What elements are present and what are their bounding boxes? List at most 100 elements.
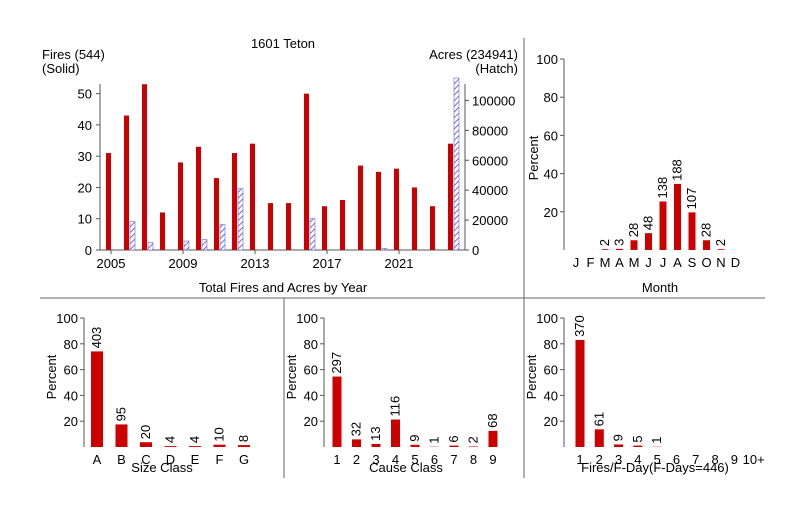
size-bar [91,351,103,447]
cause-y-tick-label: 80 [304,337,318,352]
fday-y-axis-label: Percent [524,354,539,399]
fday-y-tick-label: 100 [536,311,558,326]
fires-axis-label: Fires (544) [42,47,105,62]
acres-bar [219,224,226,251]
month-bar [674,183,681,250]
fday-data-label: 61 [591,412,606,426]
cause-data-label: 116 [388,396,403,417]
cause-data-label: 68 [485,413,500,427]
size-y-tick-label: 100 [56,311,78,326]
cause-bar [410,444,420,447]
cause-category-label: 3 [372,452,379,467]
fires-bar [304,93,309,251]
fires-bar [250,143,255,250]
month-category-label: M [600,255,611,270]
cause-y-tick-label: 20 [304,414,318,429]
month-bar [616,248,623,250]
size-bar [115,424,128,447]
cause-category-label: 2 [353,452,360,467]
size-data-label: 4 [187,436,202,443]
fires-bar [448,143,453,250]
fday-y-tick-label: 40 [544,388,558,403]
size-y-tick-label: 60 [64,363,78,378]
fires-tick-label: 30 [78,149,92,164]
month-category-label: N [716,255,725,270]
fires-bar [394,168,399,250]
fires-bar [232,153,237,250]
fires-bar [358,165,363,250]
cause-y-tick-label: 40 [304,388,318,403]
month-y-tick-label: 60 [544,128,558,143]
solid-legend-label: (Solid) [42,61,80,76]
cause-data-label: 32 [349,422,364,436]
month-data-label: 48 [641,216,656,230]
cause-category-label: 6 [431,452,438,467]
acres-bar [183,240,190,251]
month-data-label: 3 [612,239,627,246]
size-category-label: A [93,452,102,467]
size-data-label: 8 [236,435,251,442]
cause-bar [391,419,400,447]
year-tick-label: 2013 [241,256,270,271]
month-bar [645,233,652,250]
acres-tick-label: 20000 [472,213,508,228]
size-y-axis-label: Percent [44,354,59,399]
fday-bar [614,444,624,447]
fires-bar [142,84,147,250]
size-category-label: D [166,452,175,467]
cause-y-axis-label: Percent [284,354,299,399]
year-tick-label: 2009 [169,256,198,271]
month-category-label: O [701,255,711,270]
month-data-label: 107 [684,188,699,210]
size-bar [238,445,250,447]
fday-category-label: 8 [711,452,718,467]
month-data-label: 2 [713,239,728,246]
fday-bar [575,339,585,447]
fday-category-label: 6 [673,452,680,467]
fday-category-label: 9 [731,452,738,467]
fday-bar [594,429,604,447]
fday-y-tick-label: 80 [544,337,558,352]
fday-data-label: 370 [572,315,587,337]
year-tick-label: 2005 [97,256,126,271]
acres-bar [201,239,208,251]
year-tick-label: 2021 [385,256,414,271]
cause-category-label: 8 [470,452,477,467]
month-category-label: D [731,255,740,270]
month-y-tick-label: 20 [544,205,558,220]
cause-bar [332,376,342,447]
size-bar [140,442,152,447]
chart-marks: 0 10 20 30 40 50 0 20000 40000 60000 80000 100000 20… [56,52,764,467]
fday-category-label: 7 [692,452,699,467]
cause-category-label: 1 [333,452,340,467]
size-category-label: G [239,452,249,467]
cause-data-label: 9 [407,435,422,442]
size-y-tick-label: 80 [64,337,78,352]
fires-tick-label: 10 [78,212,92,227]
fday-category-label: 5 [654,452,661,467]
size-category-label: E [191,452,200,467]
cause-bar [449,445,459,447]
acres-tick-label: 100000 [472,93,515,108]
month-category-label: J [645,255,652,270]
cause-data-label: 1 [427,437,442,444]
month-y-tick-label: 80 [544,90,558,105]
fires-bar [286,203,291,250]
acres-tick-label: 60000 [472,153,508,168]
cause-category-label: 4 [392,452,399,467]
fday-category-label: 2 [596,452,603,467]
cause-category-label: 9 [489,452,496,467]
size-category-label: F [216,452,224,467]
acres-bar [237,188,244,251]
size-data-label: 20 [138,425,153,439]
month-bar [703,240,710,250]
fires-bar [322,206,327,250]
size-data-label: 10 [212,427,227,441]
cause-data-label: 13 [368,426,383,440]
size-bar [189,446,201,447]
acres-bar [309,218,316,251]
cause-y-tick-label: 60 [304,363,318,378]
cause-bar [488,430,498,447]
